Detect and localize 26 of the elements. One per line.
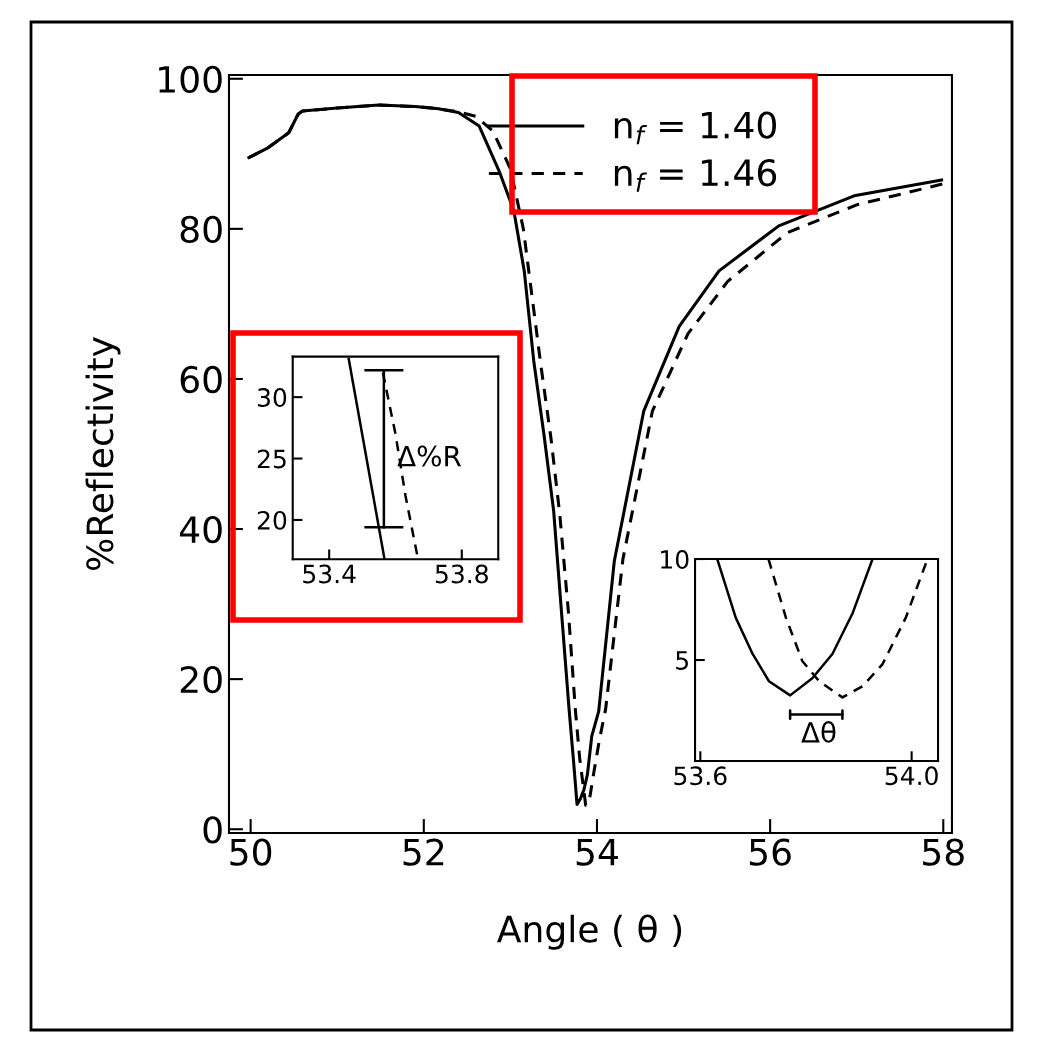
x-tick-label: 53.8	[435, 564, 488, 584]
legend-label: n$_{f}$ = 1.46	[614, 159, 777, 192]
y-tick-label: 40	[179, 515, 222, 544]
y-tick-label: 30	[257, 388, 287, 407]
y-tick-label: 60	[180, 365, 222, 394]
x-tick-label: 58	[923, 838, 964, 866]
y-tick-label: 0	[203, 816, 222, 844]
x-tick-label: 56	[749, 838, 791, 866]
x-tick-label: 53.4	[303, 564, 356, 584]
x-tick-label: 54	[576, 838, 618, 866]
x-tick-label: 52	[403, 838, 444, 866]
x-axis-title: Angle ( θ )	[497, 914, 682, 950]
legend-label: n$_{f}$ = 1.40	[614, 111, 776, 145]
x-tick-label: 54.0	[885, 766, 938, 786]
y-tick-label: 25	[257, 449, 286, 469]
y-tick-label: 10	[661, 549, 689, 569]
annotation: Δ%R	[397, 445, 462, 467]
y-tick-label: 5	[676, 651, 688, 670]
y-tick-label: 100	[159, 65, 222, 93]
y-tick-label: 80	[180, 215, 222, 244]
y-tick-label: 20	[180, 666, 222, 694]
annotation: Δθ	[801, 721, 836, 743]
x-tick-label: 50	[230, 838, 272, 866]
y-tick-label: 20	[257, 510, 287, 530]
x-tick-label: 53.6	[674, 766, 727, 786]
y-axis-title: %Reflectivity	[85, 337, 121, 570]
